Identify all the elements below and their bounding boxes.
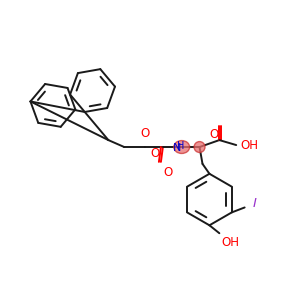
Text: O: O [163,166,172,179]
Ellipse shape [174,141,190,154]
Text: O: O [210,128,219,141]
Text: H: H [177,141,184,151]
Text: OH: OH [240,139,258,152]
Text: O: O [150,147,160,160]
Text: N: N [172,143,181,153]
Ellipse shape [194,142,205,152]
Text: O: O [140,127,150,140]
Text: I: I [253,197,256,210]
Text: OH: OH [221,236,239,249]
